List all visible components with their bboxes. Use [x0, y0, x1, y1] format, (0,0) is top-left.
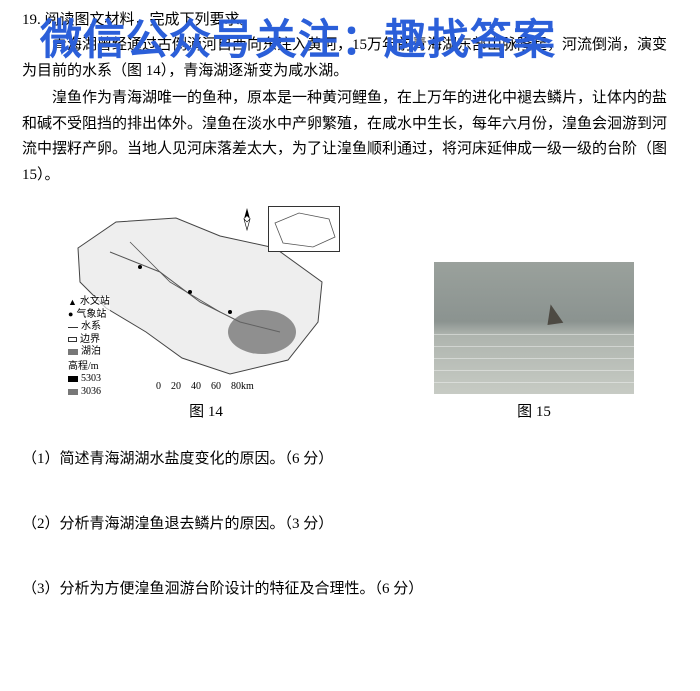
paragraph-2: 湟鱼作为青海湖唯一的鱼种，原本是一种黄河鲤鱼，在上万年的进化中褪去鳞片，让体内的…	[22, 86, 678, 188]
figures-row: ▲水文站 ●气象站 水系 边界 湖泊 高程/m 5303 3036 0 20 4…	[22, 204, 678, 421]
sub-question-2: （2）分析青海湖湟鱼退去鳞片的原因。（3 分）	[22, 512, 678, 533]
elevation-high: 5303	[81, 373, 101, 386]
legend-item: 气象站	[76, 309, 106, 322]
compass-icon	[234, 206, 260, 237]
figure14-caption: 图 14	[189, 400, 223, 421]
map-image: ▲水文站 ●气象站 水系 边界 湖泊 高程/m 5303 3036 0 20 4…	[66, 204, 346, 394]
inset-map-icon	[268, 206, 340, 252]
sub-question-1: （1）简述青海湖湖水盐度变化的原因。（6 分）	[22, 447, 678, 468]
question-header: 19. 阅读图文材料，完成下列要求。	[22, 8, 678, 29]
fish-fin-icon	[545, 303, 564, 325]
figure-15: 图 15	[434, 262, 634, 421]
figure-14: ▲水文站 ●气象站 水系 边界 湖泊 高程/m 5303 3036 0 20 4…	[66, 204, 346, 421]
scale-bar: 0 20 40 60 80km	[156, 377, 254, 392]
legend-item: 边界	[80, 334, 100, 347]
elevation-title: 高程/m	[68, 361, 99, 374]
figure15-caption: 图 15	[517, 400, 551, 421]
photo-image	[434, 262, 634, 394]
elevation-low: 3036	[81, 386, 101, 399]
map-legend: ▲水文站 ●气象站 水系 边界 湖泊 高程/m 5303 3036	[68, 296, 110, 398]
legend-item: 湖泊	[81, 346, 101, 359]
paragraph-1: 青海湖曾经通过古倒淌河自西向东注入黄河，15万年前青海湖东部山脉隆起，河流倒淌，…	[22, 33, 678, 84]
legend-item: 水文站	[80, 296, 110, 309]
legend-item: 水系	[81, 321, 101, 334]
sub-question-3: （3）分析为方便湟鱼洄游台阶设计的特征及合理性。（6 分）	[22, 577, 678, 598]
